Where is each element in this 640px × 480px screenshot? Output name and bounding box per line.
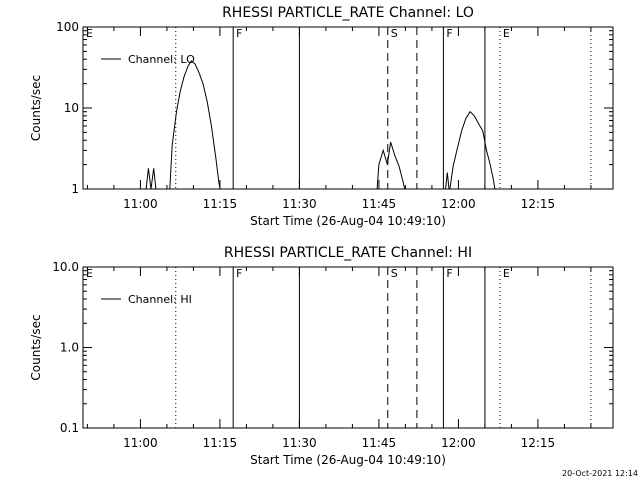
series-line [145,60,496,189]
x-tick-label: 12:15 [521,197,556,211]
y-axis-label: Counts/sec [29,314,43,380]
flag-marker-label: F [236,27,242,40]
x-tick-label: 12:00 [441,436,476,450]
x-tick-label: 11:30 [282,197,317,211]
x-tick-label: 11:30 [282,436,317,450]
plot-timestamp: 20-Oct-2021 12:14 [562,469,638,478]
x-tick-label: 12:00 [441,197,476,211]
y-axis-label: Counts/sec [29,75,43,141]
x-tick-label: 11:45 [362,436,397,450]
x-tick-label: 11:45 [362,197,397,211]
legend-label: Channel: LO [128,53,195,66]
x-tick-label: 11:15 [203,197,238,211]
y-tick-label: 1.0 [60,341,79,355]
x-axis-label: Start Time (26-Aug-04 10:49:10) [250,214,446,228]
flag-marker-label: F [446,27,452,40]
flag-marker-label: F [236,267,242,280]
x-tick-label: 11:15 [203,436,238,450]
chart-title: RHESSI PARTICLE_RATE Channel: HI [224,245,472,261]
y-tick-label: 0.1 [60,421,79,435]
flag-marker-label: E [503,267,510,280]
x-tick-label: 12:15 [521,436,556,450]
y-tick-label: 10 [64,101,79,115]
chart-panel-2: RHESSI PARTICLE_RATE Channel: HI Counts/s… [29,245,614,467]
plot-frame [82,26,614,190]
y-tick-label: 1 [71,182,79,196]
x-tick-label: 11:00 [123,197,158,211]
flag-marker-label: F [446,267,452,280]
x-axis-label: Start Time (26-Aug-04 10:49:10) [250,453,446,467]
plot-frame [82,266,614,429]
y-tick-label: 10.0 [52,260,79,274]
flag-marker-label: E [86,27,93,40]
flag-marker-label: E [503,27,510,40]
flag-marker-label: E [86,267,93,280]
legend-label: Channel: HI [128,293,192,306]
flag-marker-label: S [391,27,398,40]
chart-title: RHESSI PARTICLE_RATE Channel: LO [222,5,474,21]
flag-marker-label: S [391,267,398,280]
x-tick-label: 11:00 [123,436,158,450]
y-tick-label: 100 [56,20,79,34]
chart-panel-1: RHESSI PARTICLE_RATE Channel: LO Counts/s… [29,5,614,228]
